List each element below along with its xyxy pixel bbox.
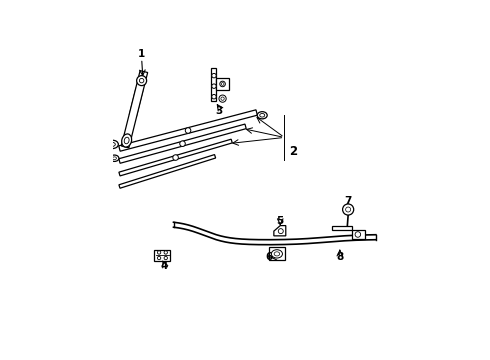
Polygon shape [212,68,217,102]
Circle shape [221,82,224,85]
Circle shape [140,78,144,83]
Polygon shape [154,250,171,261]
Polygon shape [274,226,286,236]
Polygon shape [119,124,246,163]
Ellipse shape [113,157,117,159]
Circle shape [220,81,225,87]
Circle shape [185,128,191,133]
Polygon shape [269,247,285,260]
Text: 2: 2 [290,145,297,158]
Ellipse shape [274,252,280,256]
Ellipse shape [107,140,119,149]
Text: 3: 3 [216,106,223,116]
Text: 1: 1 [138,49,145,59]
Circle shape [278,229,283,234]
Circle shape [343,204,354,215]
Ellipse shape [124,137,129,144]
Circle shape [212,73,216,78]
Circle shape [157,251,161,254]
Circle shape [355,232,361,237]
Polygon shape [119,110,257,151]
Ellipse shape [257,112,267,119]
Ellipse shape [122,134,132,147]
Text: 4: 4 [160,261,168,271]
Circle shape [345,207,351,212]
Ellipse shape [110,143,115,146]
Ellipse shape [271,250,282,258]
Circle shape [221,97,224,100]
Circle shape [164,256,168,260]
Circle shape [137,76,147,86]
Circle shape [212,84,216,89]
Circle shape [157,256,161,260]
Polygon shape [122,71,147,148]
Circle shape [164,251,168,254]
Ellipse shape [260,113,265,117]
Text: 6: 6 [266,252,273,262]
Polygon shape [129,88,143,116]
Polygon shape [119,139,232,176]
Circle shape [180,141,185,147]
Text: 7: 7 [344,196,352,206]
Circle shape [219,95,226,102]
Circle shape [212,94,216,99]
Text: 5: 5 [277,216,284,226]
Polygon shape [217,78,229,90]
Text: 8: 8 [336,252,343,262]
Circle shape [173,155,178,160]
Polygon shape [127,118,134,132]
Polygon shape [332,226,352,230]
Ellipse shape [110,155,119,161]
Polygon shape [352,230,365,239]
Polygon shape [119,154,216,188]
